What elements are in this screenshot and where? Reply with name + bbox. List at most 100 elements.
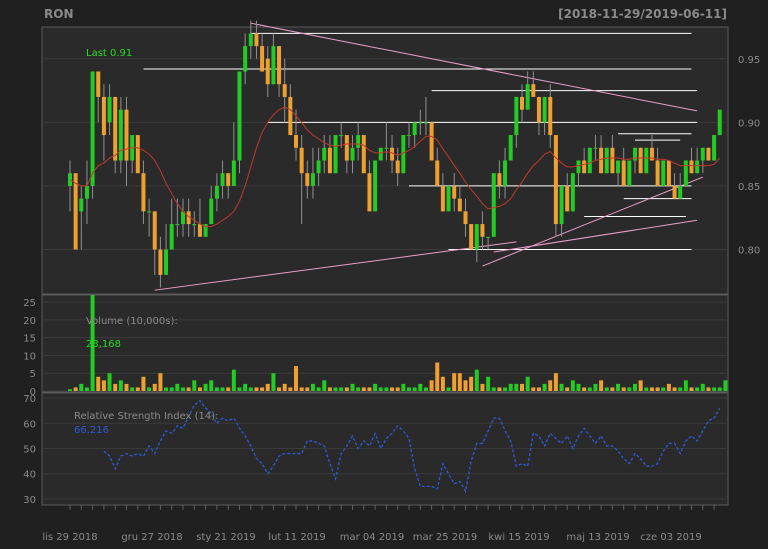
volume-bar	[299, 387, 304, 391]
volume-bar	[582, 387, 587, 391]
volume-bar	[666, 383, 671, 391]
candle-body	[604, 147, 609, 174]
volume-bar	[384, 387, 389, 391]
rsi-tick-label: 30	[23, 495, 36, 506]
candle-body	[649, 147, 654, 161]
volume-bar	[457, 373, 462, 391]
rsi-panel: 30 40 50 60 70 Relative Strength Index (14):…	[23, 392, 729, 506]
volume-bar	[339, 387, 344, 391]
candle-body	[84, 185, 89, 199]
candle-body	[260, 46, 265, 72]
volume-bar	[175, 383, 180, 391]
candle-body	[164, 249, 169, 275]
candle-body	[361, 135, 366, 174]
volume-bar	[497, 387, 502, 391]
volume-bar	[649, 387, 654, 391]
volume-bar	[84, 387, 89, 391]
volume-bar	[678, 387, 683, 391]
rsi-axis-labels: 30 40 50 60 70	[23, 394, 36, 506]
candle-body	[689, 160, 694, 174]
rsi-line	[103, 399, 721, 494]
volume-tick-label: 10	[23, 351, 36, 362]
candle-body	[463, 211, 468, 225]
volume-bar	[248, 387, 253, 391]
candle-body	[367, 173, 372, 212]
candle-body	[672, 185, 677, 199]
volume-bar	[243, 383, 248, 391]
candle-body	[644, 147, 649, 174]
volume-bar	[390, 387, 395, 391]
candle-body	[169, 224, 174, 250]
candle-body	[90, 71, 95, 186]
volume-bar	[723, 380, 728, 391]
candle-body	[423, 122, 428, 124]
candle-body	[446, 185, 451, 212]
volume-bar	[418, 383, 423, 391]
volume-bar	[695, 387, 700, 391]
x-tick-label: cze 03 2019	[640, 532, 701, 543]
volume-bar	[333, 387, 338, 391]
candle-body	[79, 198, 84, 212]
volume-bar	[141, 376, 146, 391]
candle-body	[73, 173, 78, 250]
volume-bar	[316, 387, 321, 391]
volume-bar	[192, 380, 197, 391]
candle-body	[197, 224, 202, 237]
volume-bar	[96, 376, 101, 391]
candle-body	[666, 160, 671, 186]
volume-bar	[474, 369, 479, 391]
candle-body	[158, 249, 163, 275]
volume-title: Volume (10,000s):	[86, 316, 178, 327]
candle-body	[587, 147, 592, 174]
candle-body	[147, 211, 152, 213]
price-tick-label: 0.95	[738, 55, 760, 66]
candle-body	[135, 135, 140, 174]
candle-body	[469, 224, 474, 250]
candle-body	[175, 224, 180, 226]
candle-body	[113, 96, 118, 161]
volume-bar	[361, 387, 366, 391]
volume-bar	[147, 387, 152, 391]
candle-body	[435, 160, 440, 186]
x-tick-label: gru 27 2018	[121, 532, 182, 543]
volume-bar	[486, 376, 491, 391]
candle-body	[288, 96, 293, 136]
volume-last-value: 23,168	[86, 339, 121, 350]
candle-body	[305, 173, 310, 186]
x-tick-label: sty 21 2019	[196, 532, 256, 543]
volume-bar	[271, 373, 276, 391]
rsi-tick-label: 60	[23, 419, 36, 430]
candle-body	[678, 185, 683, 199]
volume-bar	[310, 383, 315, 391]
volume-bar	[378, 387, 383, 391]
volume-bar	[553, 373, 558, 391]
volume-bar	[683, 380, 688, 391]
volume-bar	[633, 383, 637, 391]
volume-bar	[79, 383, 84, 391]
candle-body	[243, 46, 248, 72]
candle-body	[107, 96, 112, 123]
candle-body	[237, 71, 242, 161]
volume-bar	[113, 383, 118, 391]
trend-line	[482, 176, 703, 267]
candles	[68, 20, 722, 288]
candle-body	[531, 84, 536, 97]
volume-bar	[542, 383, 547, 391]
last-price-label: Last 0.91	[86, 48, 132, 59]
candle-body	[401, 135, 406, 174]
volume-bar	[305, 387, 310, 391]
volume-bar	[327, 387, 332, 391]
volume-bar	[288, 387, 293, 391]
candle-body	[452, 185, 457, 199]
volume-bar	[356, 387, 361, 391]
volume-bar	[469, 376, 474, 391]
candle-body	[576, 160, 581, 174]
volume-bar	[101, 380, 106, 391]
volume-bar	[265, 383, 270, 391]
x-tick-label: lut 11 2019	[268, 532, 326, 543]
candle-body	[118, 109, 123, 161]
candle-body	[655, 160, 660, 186]
volume-bar	[407, 387, 411, 391]
volume-bar	[491, 387, 496, 391]
